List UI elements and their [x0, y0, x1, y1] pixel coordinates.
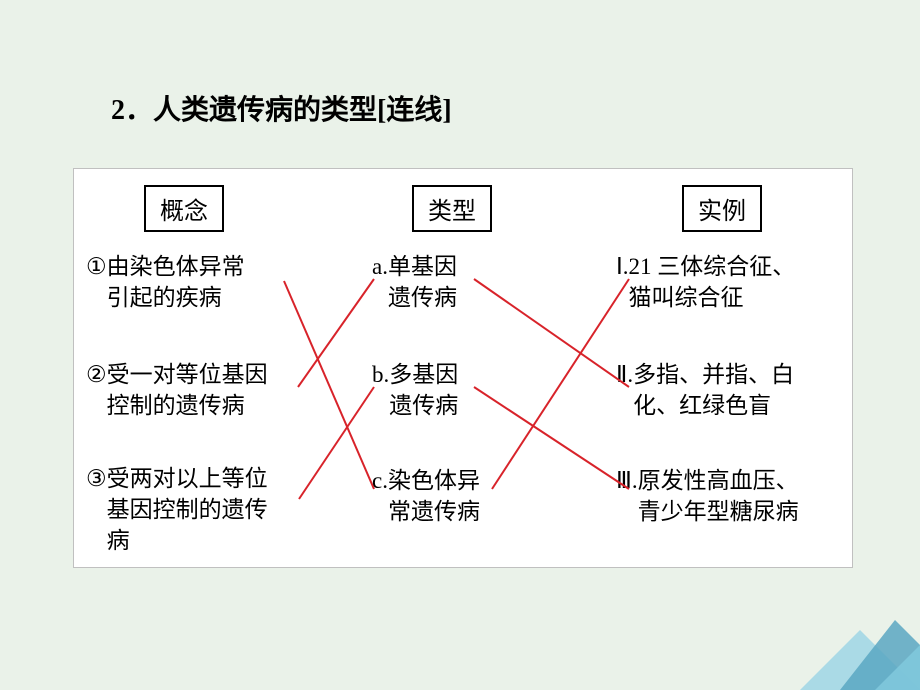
page-title: 2．人类遗传病的类型[连线]: [111, 88, 452, 128]
example-3-marker: Ⅲ.: [616, 465, 638, 496]
type-item-c: c.染色体异常遗传病: [372, 465, 480, 527]
concept-2-marker: ②: [86, 359, 107, 390]
example-item-2: Ⅱ.多指、并指、白化、红绿色盲: [616, 359, 794, 421]
title-dot: ．: [125, 95, 153, 126]
type-c-marker: c.: [372, 465, 388, 496]
example-1-text: 21 三体综合征、猫叫综合征: [629, 251, 796, 313]
corner-decoration-icon: [800, 590, 920, 690]
type-b-text: 多基因遗传病: [389, 359, 458, 421]
matching-diagram: 概念 类型 实例 ①由染色体异常引起的疾病 ②受一对等位基因控制的遗传病 ③受两…: [73, 168, 853, 568]
concept-1-marker: ①: [86, 251, 107, 282]
concept-item-2: ②受一对等位基因控制的遗传病: [86, 359, 268, 421]
concept-2-text: 受一对等位基因控制的遗传病: [107, 359, 268, 421]
header-example: 实例: [682, 185, 762, 232]
example-2-marker: Ⅱ.: [616, 359, 633, 390]
title-number: 2: [111, 95, 125, 126]
concept-item-3: ③受两对以上等位基因控制的遗传病: [86, 463, 268, 556]
bracket-open: [: [377, 95, 386, 126]
type-b-marker: b.: [372, 359, 389, 390]
bracket-close: ]: [442, 95, 451, 126]
example-3-text: 原发性高血压、青少年型糖尿病: [638, 465, 799, 527]
title-text: 人类遗传病的类型: [153, 95, 377, 126]
type-item-a: a.单基因遗传病: [372, 251, 457, 313]
type-a-marker: a.: [372, 251, 388, 282]
header-type: 类型: [412, 185, 492, 232]
bracket-word: 连线: [386, 95, 442, 126]
concept-3-marker: ③: [86, 463, 107, 494]
type-c-text: 染色体异常遗传病: [388, 465, 480, 527]
concept-1-text: 由染色体异常引起的疾病: [107, 251, 245, 313]
concept-item-1: ①由染色体异常引起的疾病: [86, 251, 245, 313]
type-item-b: b.多基因遗传病: [372, 359, 458, 421]
example-1-marker: Ⅰ.: [616, 251, 629, 282]
example-item-3: Ⅲ.原发性高血压、青少年型糖尿病: [616, 465, 799, 527]
concept-3-text: 受两对以上等位基因控制的遗传病: [107, 463, 268, 556]
example-item-1: Ⅰ.21 三体综合征、猫叫综合征: [616, 251, 795, 313]
type-a-text: 单基因遗传病: [388, 251, 457, 313]
header-concept: 概念: [144, 185, 224, 232]
example-2-text: 多指、并指、白化、红绿色盲: [633, 359, 794, 421]
